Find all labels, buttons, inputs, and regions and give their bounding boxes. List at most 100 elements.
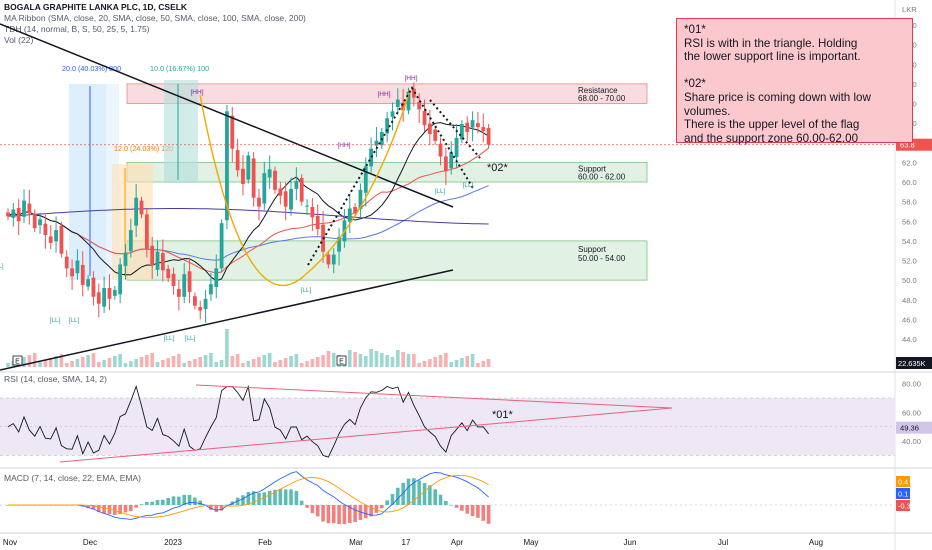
volume-bar: [369, 349, 373, 367]
candle: [267, 169, 272, 178]
macd-histogram-bar: [438, 494, 443, 505]
macd-histogram-bar: [198, 500, 203, 505]
macd-histogram-bar: [289, 489, 293, 505]
price-tick: 56.0: [902, 217, 917, 226]
zone-label: Resistance: [578, 86, 618, 95]
volume-bar: [374, 351, 379, 367]
volume-bar: [54, 356, 58, 367]
volume-bar: [406, 354, 411, 367]
volume-bar: [262, 355, 267, 367]
macd-histogram-bar: [6, 505, 10, 506]
time-tick: 17: [402, 538, 411, 547]
macd-histogram-bar: [353, 505, 357, 523]
volume-bar: [235, 354, 240, 367]
macd-histogram-bar: [470, 505, 475, 517]
candle: [294, 181, 299, 189]
candle: [358, 189, 363, 209]
volume-bar: [86, 355, 90, 367]
candle: [310, 207, 315, 218]
zone-support: [126, 240, 648, 281]
macd-histogram-bar: [283, 489, 288, 505]
macd-histogram-bar: [363, 505, 368, 519]
candle: [219, 223, 224, 269]
swing-label: [LL]: [69, 317, 80, 324]
price-tick: 58.0: [902, 198, 917, 207]
volume-bar: [305, 361, 309, 367]
volume-bar: [107, 358, 112, 367]
candle: [331, 254, 336, 265]
macd-histogram-bar: [390, 493, 395, 505]
swing-label: [HH]: [338, 142, 351, 149]
candle: [401, 102, 406, 111]
candle: [465, 122, 470, 132]
candle: [86, 279, 90, 287]
price-tick: 48.0: [902, 296, 917, 305]
volume-bar: [123, 363, 128, 367]
volume-bar: [209, 353, 213, 367]
macd-histogram-bar: [123, 505, 128, 513]
tdh-legend[interactable]: TDH (14, normal, B, S, 50, 25, 5, 1.75): [4, 24, 150, 34]
macd-histogram-bar: [433, 489, 437, 505]
volume-bar: [358, 354, 363, 367]
candle: [80, 264, 85, 286]
macd-histogram-bar: [454, 505, 459, 508]
macd-histogram-bar: [257, 493, 261, 505]
rsi-triangle-lower: [59, 407, 673, 463]
ma50-line: [7, 147, 489, 274]
candle: [171, 273, 176, 287]
candle: [486, 128, 491, 145]
candle: [433, 129, 438, 141]
macd-histogram-bar: [193, 497, 197, 505]
swing-label: [LL]: [50, 317, 61, 324]
time-tick: Nov: [3, 538, 17, 547]
volume-bar: [315, 357, 320, 367]
macd-histogram-bar: [262, 492, 267, 505]
candle: [417, 102, 422, 110]
candle: [182, 274, 187, 297]
volume-legend[interactable]: Vol (22): [4, 35, 34, 45]
volume-bar: [353, 352, 357, 367]
volume-bar: [380, 353, 384, 367]
volume-bar: [219, 360, 224, 367]
volume-bar: [118, 354, 122, 367]
candle: [230, 115, 235, 149]
volume-bar: [182, 363, 187, 367]
callout-01: *01*: [492, 409, 514, 421]
candle: [235, 150, 240, 171]
flag-dotted: [307, 86, 474, 266]
volume-bar: [347, 350, 352, 367]
candle: [11, 209, 16, 218]
volume-bar: [230, 356, 235, 367]
chart-title: BOGALA GRAPHITE LANKA PLC, 1D, CSELK: [4, 2, 188, 12]
volume-bar: [428, 359, 432, 367]
candle: [299, 178, 304, 202]
event-marker: [336, 355, 347, 366]
candle: [374, 140, 379, 146]
candle: [315, 215, 320, 230]
volume-bar: [396, 350, 400, 367]
volume-bar: [32, 353, 37, 367]
macd-histogram-bar: [449, 504, 454, 506]
time-tick: Apr: [451, 538, 464, 547]
candle: [395, 99, 400, 107]
volume-bar: [289, 356, 293, 367]
candle: [326, 254, 331, 265]
volume-bar: [113, 356, 117, 367]
candle: [6, 212, 10, 217]
candle: [64, 256, 69, 269]
note-line: volumes.: [684, 104, 731, 118]
candle: [22, 200, 26, 217]
candle: [32, 213, 37, 229]
volume-bar: [198, 357, 203, 367]
measure-label: 10.0 (16.67%) 100: [150, 64, 209, 73]
macd-histogram-bar: [380, 505, 384, 509]
candle: [438, 143, 443, 157]
time-tick: Aug: [809, 538, 823, 547]
candle: [193, 296, 197, 306]
price-tick: 62.0: [902, 158, 917, 167]
price-tick: 46.0: [902, 315, 917, 324]
rsi-tick: 40.00: [902, 437, 921, 446]
ma-ribbon-legend[interactable]: MA Ribbon (SMA, close, 20, SMA, close, 5…: [4, 13, 306, 23]
volume-bar: [187, 361, 192, 367]
